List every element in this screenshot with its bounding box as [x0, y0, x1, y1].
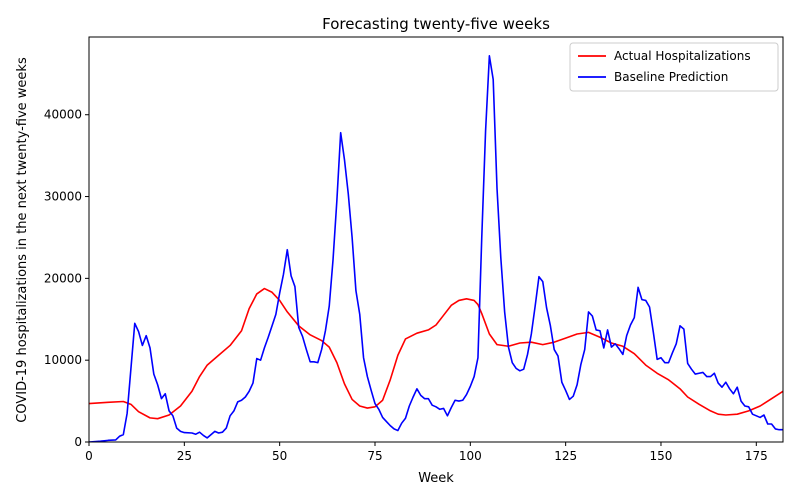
series-line-1 [89, 287, 783, 420]
x-tick-label: 50 [272, 449, 287, 463]
y-tick-label: 10000 [44, 353, 82, 367]
y-tick-label: 0 [74, 435, 82, 449]
legend-box [569, 42, 779, 92]
legend: Actual Hospitalizations Baseline Predicti… [569, 42, 779, 92]
x-tick-label: 0 [85, 449, 93, 463]
chart-title: Forecasting twenty-five weeks [322, 15, 550, 33]
x-tick-label: 150 [650, 449, 673, 463]
y-tick-label: 20000 [44, 271, 82, 285]
legend-label-1: Actual Hospitalizations [614, 49, 751, 63]
y-tick-label: 30000 [44, 190, 82, 204]
x-axis-label: Week [418, 471, 454, 486]
axes-frame [88, 36, 784, 443]
x-tick-label: 175 [745, 449, 768, 463]
x-tick-label: 75 [367, 449, 382, 463]
legend-label-2: Baseline Prediction [614, 70, 728, 84]
x-tick-label: 125 [554, 449, 577, 463]
plot-area: 0 25 50 75 100 125 150 175 0 10000 20000 30000 40000 [44, 36, 784, 463]
y-axis-label: COVID-19 hospitalizations in the next tw… [15, 57, 30, 423]
x-tick-label: 100 [459, 449, 482, 463]
series-line-2 [89, 55, 783, 442]
y-tick-label: 40000 [44, 108, 82, 122]
x-tick-label: 25 [177, 449, 192, 463]
